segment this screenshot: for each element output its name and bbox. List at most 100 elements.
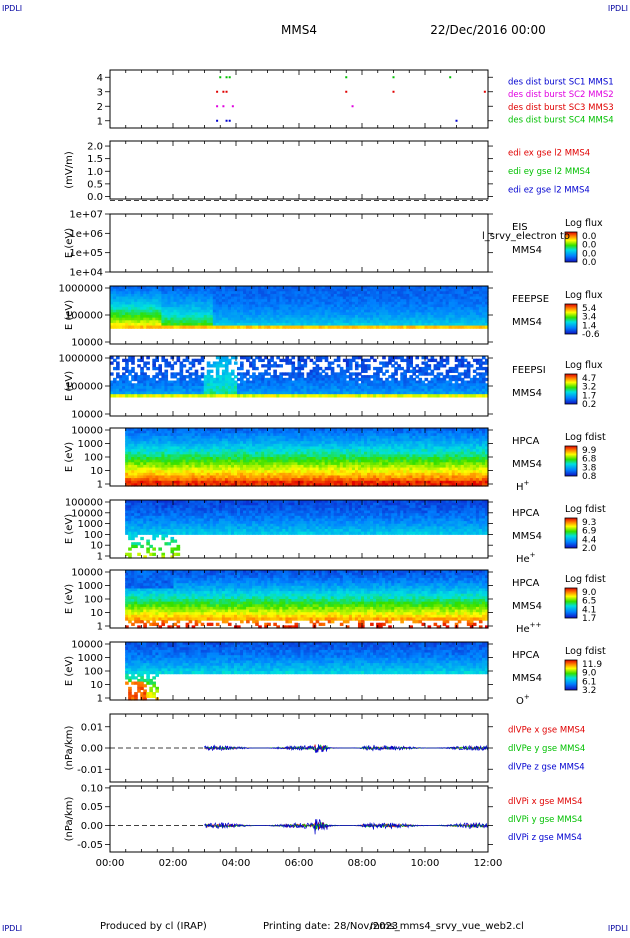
feepsi-cell — [373, 359, 377, 362]
feepsi-cell — [155, 359, 159, 362]
eis-spacecraft-label: MMS4 — [512, 245, 542, 256]
feepsi-cell — [201, 359, 205, 362]
feepsi-cell — [183, 364, 187, 367]
edi-ytick-label: 0.5 — [87, 179, 103, 190]
burst-ytick-label: 3 — [97, 87, 103, 98]
burst-marker — [456, 120, 458, 122]
eis-ytick-label: 1e+07 — [69, 210, 103, 221]
hpca_h-spectrogram — [125, 428, 488, 487]
feepsi-cell — [349, 367, 353, 370]
feepsi-ytick-label: 1000000 — [58, 354, 103, 365]
panels: 1 2 3 4 des dist burst SC1 MMS1 des dist burs… — [58, 70, 613, 852]
burst-legend-entry: des dist burst SC1 MMS1 — [508, 77, 614, 87]
edi-frame — [110, 141, 488, 199]
burst-marker — [226, 120, 228, 122]
eis-ytick-label: 1e+04 — [69, 268, 103, 279]
eis-colorbar-title: Log flux — [565, 218, 603, 229]
burst-legend-entry: des dist burst SC3 MMS3 — [508, 103, 614, 113]
feepsi-cell — [146, 361, 150, 364]
feepsi-cell — [367, 367, 371, 370]
feepsi-cell — [446, 361, 450, 364]
burst-marker — [219, 76, 221, 78]
feepse-ylabel: E (eV) — [64, 300, 75, 330]
feepsi-cell — [279, 364, 283, 367]
figure-date: 22/Dec/2016 00:00 — [430, 23, 546, 37]
burst-marker — [229, 76, 231, 78]
feepse-colorbar-title: Log flux — [565, 290, 603, 301]
feepse-colorbar-tick: -0.6 — [582, 330, 600, 340]
feepsi-cell — [116, 367, 120, 370]
figure-title: MMS4 — [281, 23, 317, 37]
feepsi-colorbar — [565, 374, 577, 404]
burst-marker — [232, 105, 234, 107]
edi-ylabel: (mV/m) — [64, 151, 75, 189]
feepsi-ytick-label: 10000 — [71, 410, 103, 421]
burst-ytick-label: 4 — [97, 73, 103, 84]
burst-marker — [345, 91, 347, 93]
feepsi-cell — [192, 364, 196, 367]
feepse-ytick-label: 1000000 — [58, 284, 103, 295]
feepse-instrument-label: FEEPSE — [512, 294, 549, 305]
feepsi-spacecraft-label: MMS4 — [512, 388, 542, 399]
feepsi-spectrogram — [110, 356, 489, 398]
feepsi-colorbar-tick: 0.2 — [582, 400, 596, 410]
feepsi-colorbar-title: Log flux — [565, 360, 603, 371]
burst-marker — [222, 105, 224, 107]
burst-marker — [226, 91, 228, 93]
eis-ylabel: E (eV) — [64, 228, 75, 258]
corner-mark-bl: IPDLI — [2, 924, 22, 933]
burst-marker — [216, 105, 218, 107]
feepsi-ylabel: E (eV) — [64, 371, 75, 401]
feepsi-cell — [170, 367, 174, 370]
feepse-ytick-label: 10000 — [71, 338, 103, 349]
feepsi-cell — [394, 372, 398, 375]
feepsi-cell — [110, 372, 114, 375]
edi-legend-entry: edi ez gse l2 MMS4 — [508, 186, 590, 196]
eis-overlay-label: l_srvy_electron to — [482, 231, 570, 242]
burst-legend-entry: des dist burst SC4 MMS4 — [508, 116, 614, 126]
burst-marker — [226, 76, 228, 78]
corner-mark-tr: IPDLI — [608, 4, 628, 13]
edi-ytick-label: 1.5 — [87, 154, 103, 165]
burst-ytick-label: 1 — [97, 116, 103, 127]
burst-marker — [484, 91, 486, 93]
feepse-spectrogram — [110, 286, 489, 329]
feepsi-instrument-label: FEEPSI — [512, 365, 546, 376]
corner-mark-br: IPDLI — [608, 924, 628, 933]
burst-marker — [216, 120, 218, 122]
feepsi-cell — [228, 361, 232, 364]
burst-marker — [345, 76, 347, 78]
burst-marker — [393, 91, 395, 93]
burst-ytick-label: 2 — [97, 102, 103, 113]
edi-ytick-label: 2.0 — [87, 142, 103, 153]
eis-colorbar-tick: 0.0 — [582, 258, 597, 268]
feepsi-cell — [131, 361, 135, 364]
feepse-colorbar — [565, 304, 577, 334]
feepsi-cell — [234, 361, 238, 364]
feepsi-cell — [146, 367, 150, 370]
burst-marker — [222, 91, 224, 93]
feepsi-cell — [240, 367, 244, 370]
feepsi-cell — [201, 367, 205, 370]
burst-marker — [352, 105, 354, 107]
burst-marker — [393, 76, 395, 78]
feepsi-cell — [304, 364, 308, 367]
edi-legend-entry: edi ex gse l2 MMS4 — [508, 148, 590, 158]
feepsi-cell — [210, 370, 214, 373]
feepsi-cell — [470, 364, 474, 367]
feepsi-cell — [337, 359, 341, 362]
edi-ytick-label: 0.0 — [87, 192, 103, 203]
burst-marker — [229, 120, 231, 122]
burst-marker — [449, 76, 451, 78]
corner-mark-tl: IPDLI — [2, 4, 22, 13]
feepse-spacecraft-label: MMS4 — [512, 317, 542, 328]
burst-legend-entry: des dist burst SC2 MMS2 — [508, 90, 614, 100]
feepsi-cell — [255, 367, 259, 370]
burst-marker — [216, 91, 218, 93]
feepsi-cell — [385, 370, 389, 373]
edi-legend-entry: edi ey gse l2 MMS4 — [508, 167, 590, 177]
burst-frame — [110, 70, 488, 128]
eis-frame — [110, 214, 488, 272]
edi-ytick-label: 1.0 — [87, 167, 103, 178]
